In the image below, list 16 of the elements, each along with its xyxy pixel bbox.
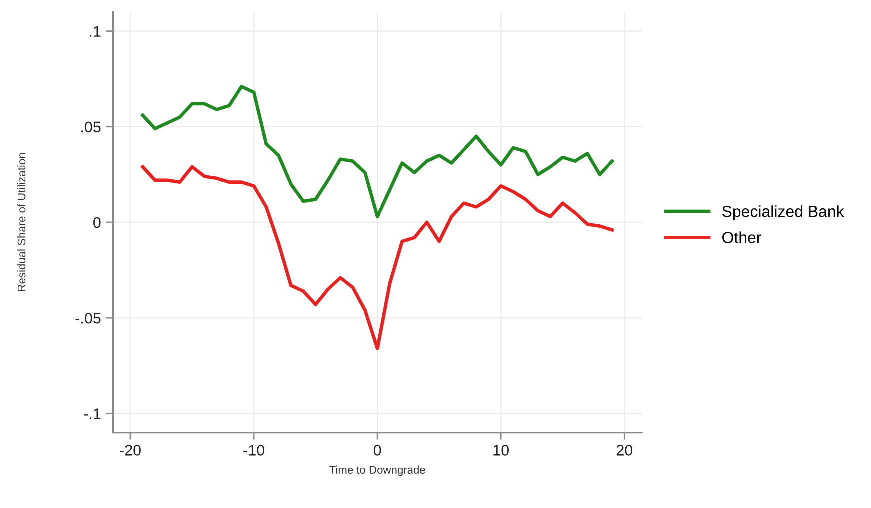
y-tick-label: .05 [82,122,101,133]
y-tick-label: 0 [94,217,101,228]
y-tick-label: .1 [90,26,101,37]
y-axis-title: Residual Share of Utilization [18,153,26,292]
x-tick-label: 0 [374,445,382,456]
x-axis-title: Time to Downgrade [330,466,426,476]
legend-label: Specialized Bank [722,206,844,220]
legend-label: Other [722,232,762,244]
line-series [141,85,614,218]
x-tick-label: -10 [244,445,264,456]
x-tick-label: 20 [616,445,633,456]
y-tick-label: -.1 [84,408,101,420]
y-tick-label: -.05 [76,312,101,324]
line-series [141,165,614,350]
x-tick-label: -20 [120,445,141,456]
x-tick-label: 10 [494,445,510,456]
